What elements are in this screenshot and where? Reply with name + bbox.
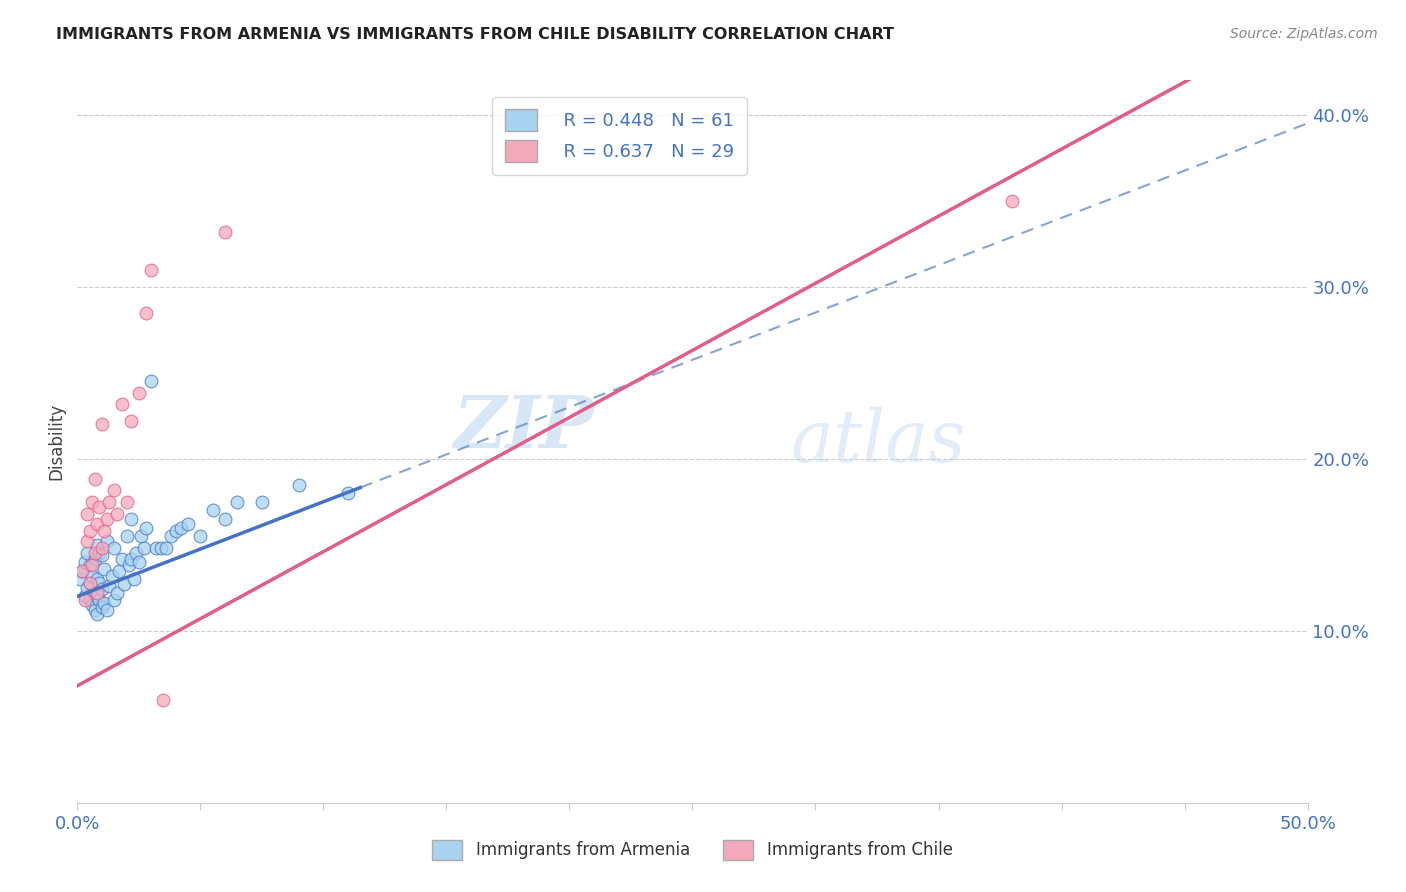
Point <box>121 512 143 526</box>
Point <box>86 572 108 586</box>
Point <box>108 564 131 578</box>
Point <box>145 541 167 556</box>
Point <box>105 507 128 521</box>
Point <box>90 417 114 432</box>
Point <box>96 603 118 617</box>
Point <box>89 592 111 607</box>
Point <box>201 503 224 517</box>
Point <box>90 548 114 562</box>
Point <box>83 586 105 600</box>
Point <box>89 575 111 590</box>
Point <box>165 524 187 538</box>
Point <box>76 546 98 560</box>
Point <box>128 386 150 401</box>
Point <box>89 500 111 514</box>
Point <box>98 579 121 593</box>
Point <box>141 375 163 389</box>
Point <box>83 472 105 486</box>
Point <box>250 494 273 508</box>
Point <box>101 568 124 582</box>
Point <box>337 486 360 500</box>
Point <box>150 541 173 556</box>
Point <box>115 529 138 543</box>
Point <box>129 529 153 543</box>
Point <box>82 558 104 573</box>
Point <box>90 599 114 614</box>
Point <box>90 582 114 597</box>
Point <box>132 541 155 556</box>
Point <box>83 546 105 560</box>
Point <box>103 541 125 556</box>
Point <box>98 494 121 508</box>
Point <box>1001 194 1024 208</box>
Point <box>103 592 125 607</box>
Point <box>214 225 236 239</box>
Point <box>115 494 138 508</box>
Point <box>122 572 145 586</box>
Point <box>82 494 104 508</box>
Point <box>86 538 108 552</box>
Point <box>69 572 91 586</box>
Point <box>79 524 101 538</box>
Point <box>79 558 101 573</box>
Point <box>105 586 128 600</box>
Point <box>155 541 177 556</box>
Point <box>103 483 125 497</box>
Point <box>83 551 105 566</box>
Point <box>152 692 174 706</box>
Point <box>111 397 132 411</box>
Point <box>89 546 111 560</box>
Point <box>118 558 141 573</box>
Point <box>83 603 105 617</box>
Point <box>70 564 93 578</box>
Point <box>79 575 101 590</box>
Point <box>82 568 104 582</box>
Point <box>135 305 157 319</box>
Text: atlas: atlas <box>792 406 966 477</box>
Point <box>121 551 143 566</box>
Point <box>86 586 108 600</box>
Point <box>112 577 135 591</box>
Point <box>86 590 108 604</box>
Text: ZIP: ZIP <box>453 392 595 463</box>
Point <box>177 517 200 532</box>
Point <box>93 562 115 576</box>
Point <box>170 520 193 534</box>
Point <box>160 529 183 543</box>
Point <box>141 262 163 277</box>
Point <box>73 590 96 604</box>
Point <box>96 512 118 526</box>
Point <box>135 520 157 534</box>
Point <box>188 529 212 543</box>
Point <box>121 414 143 428</box>
Point <box>93 524 115 538</box>
Point <box>86 517 108 532</box>
Legend: Immigrants from Armenia, Immigrants from Chile: Immigrants from Armenia, Immigrants from… <box>426 833 959 867</box>
Point <box>288 477 311 491</box>
Point <box>96 534 118 549</box>
Point <box>76 534 98 549</box>
Y-axis label: Disability: Disability <box>48 403 66 480</box>
Point <box>76 581 98 595</box>
Point <box>93 596 115 610</box>
Point <box>90 541 114 556</box>
Point <box>73 592 96 607</box>
Point <box>111 551 132 566</box>
Point <box>226 494 249 508</box>
Point <box>70 564 93 578</box>
Point <box>79 575 101 590</box>
Point <box>76 507 98 521</box>
Point <box>214 512 236 526</box>
Point <box>79 592 101 607</box>
Point <box>86 607 108 621</box>
Point <box>128 555 150 569</box>
Point <box>125 546 148 560</box>
Point <box>73 555 96 569</box>
Point <box>82 598 104 612</box>
Text: IMMIGRANTS FROM ARMENIA VS IMMIGRANTS FROM CHILE DISABILITY CORRELATION CHART: IMMIGRANTS FROM ARMENIA VS IMMIGRANTS FR… <box>56 27 894 42</box>
Text: Source: ZipAtlas.com: Source: ZipAtlas.com <box>1230 27 1378 41</box>
